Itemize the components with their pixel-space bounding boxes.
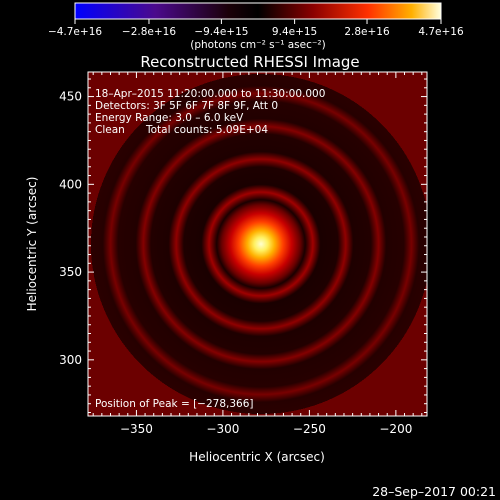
annotation-total-counts: Total counts: 5.09E+04 bbox=[145, 124, 268, 136]
colorbar-tick-label: 9.4e+15 bbox=[272, 26, 317, 38]
footer-timestamp: 28–Sep–2017 00:21 bbox=[372, 484, 496, 499]
annotation-detectors: Detectors: 3F 5F 6F 7F 8F 9F, Att 0 bbox=[95, 100, 278, 112]
x-tick-label: −200 bbox=[379, 422, 412, 436]
colorbar-unit-label: (photons cm⁻² s⁻¹ asec⁻²) bbox=[190, 39, 325, 51]
y-axis-ticks: 300 350 400 450 bbox=[59, 78, 427, 413]
y-tick-label: 300 bbox=[59, 353, 82, 367]
chart-title: Reconstructed RHESSI Image bbox=[140, 53, 359, 71]
x-axis-ticks: −350 −300 −250 −200 bbox=[92, 72, 423, 436]
y-tick-label: 400 bbox=[59, 177, 82, 191]
x-axis-label: Heliocentric X (arcsec) bbox=[189, 450, 325, 464]
x-tick-label: −250 bbox=[293, 422, 326, 436]
colorbar-tick-label: −2.8e+16 bbox=[122, 26, 176, 38]
colorbar-tick-label: 4.7e+16 bbox=[418, 26, 464, 38]
colorbar-tick-label: −9.4e+15 bbox=[194, 26, 248, 38]
reconstructed-image bbox=[88, 72, 427, 416]
peak-position-label: Position of Peak = [−278,366] bbox=[95, 398, 254, 410]
annotation-time-range: 18–Apr–2015 11:20:00.000 to 11:30:00.000 bbox=[95, 88, 325, 100]
y-tick-label: 450 bbox=[59, 90, 82, 104]
annotation-energy-range: Energy Range: 3.0 – 6.0 keV bbox=[95, 112, 244, 124]
colorbar-tick-label: 2.8e+16 bbox=[344, 26, 390, 38]
y-axis-label: Heliocentric Y (arcsec) bbox=[25, 177, 39, 312]
x-tick-label: −300 bbox=[206, 422, 239, 436]
annotation-method: Clean bbox=[95, 124, 125, 136]
colorbar-ticks: −4.7e+16 −2.8e+16 −9.4e+15 9.4e+15 2.8e+16 4.… bbox=[48, 19, 464, 38]
colorbar bbox=[74, 2, 442, 20]
colorbar-tick-label: −4.7e+16 bbox=[48, 26, 102, 38]
x-tick-label: −350 bbox=[120, 422, 153, 436]
y-tick-label: 350 bbox=[59, 265, 82, 279]
